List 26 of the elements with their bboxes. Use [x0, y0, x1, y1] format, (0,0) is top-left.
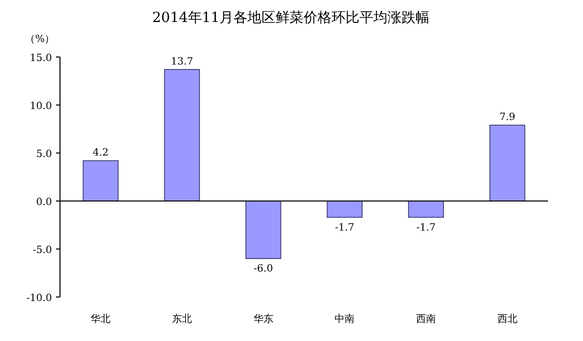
data-label: 7.9 — [499, 112, 516, 124]
y-axis-title: （%） — [25, 34, 55, 45]
y-tick-label: -5.0 — [32, 245, 52, 256]
y-tick-label: 0.0 — [36, 197, 52, 208]
bar — [326, 200, 363, 218]
x-tick-label: 华北 — [90, 313, 111, 325]
bar — [408, 200, 444, 218]
x-tick-label: 东北 — [172, 313, 192, 325]
data-label: -1.7 — [335, 222, 354, 234]
data-label: 4.2 — [92, 148, 109, 159]
x-tick-label: 西北 — [497, 313, 518, 325]
x-tick-label: 中南 — [334, 313, 355, 325]
bar — [489, 124, 526, 202]
bar — [164, 69, 200, 202]
y-tick-label: 15.0 — [30, 53, 52, 64]
x-tick-label: 西南 — [416, 313, 436, 325]
bar — [245, 200, 282, 259]
y-tick-label: 5.0 — [36, 149, 52, 160]
data-label: -1.7 — [416, 222, 436, 234]
y-tick-label: -10.0 — [26, 293, 52, 304]
y-tick-label: 10.0 — [30, 101, 52, 112]
x-tick-label: 华东 — [253, 313, 274, 325]
chart-title: 2014年11月各地区鲜菜价格环比平均涨跌幅 — [152, 10, 430, 26]
bar — [82, 160, 119, 202]
data-label: 13.7 — [170, 56, 194, 68]
data-label: -6.0 — [254, 264, 273, 275]
